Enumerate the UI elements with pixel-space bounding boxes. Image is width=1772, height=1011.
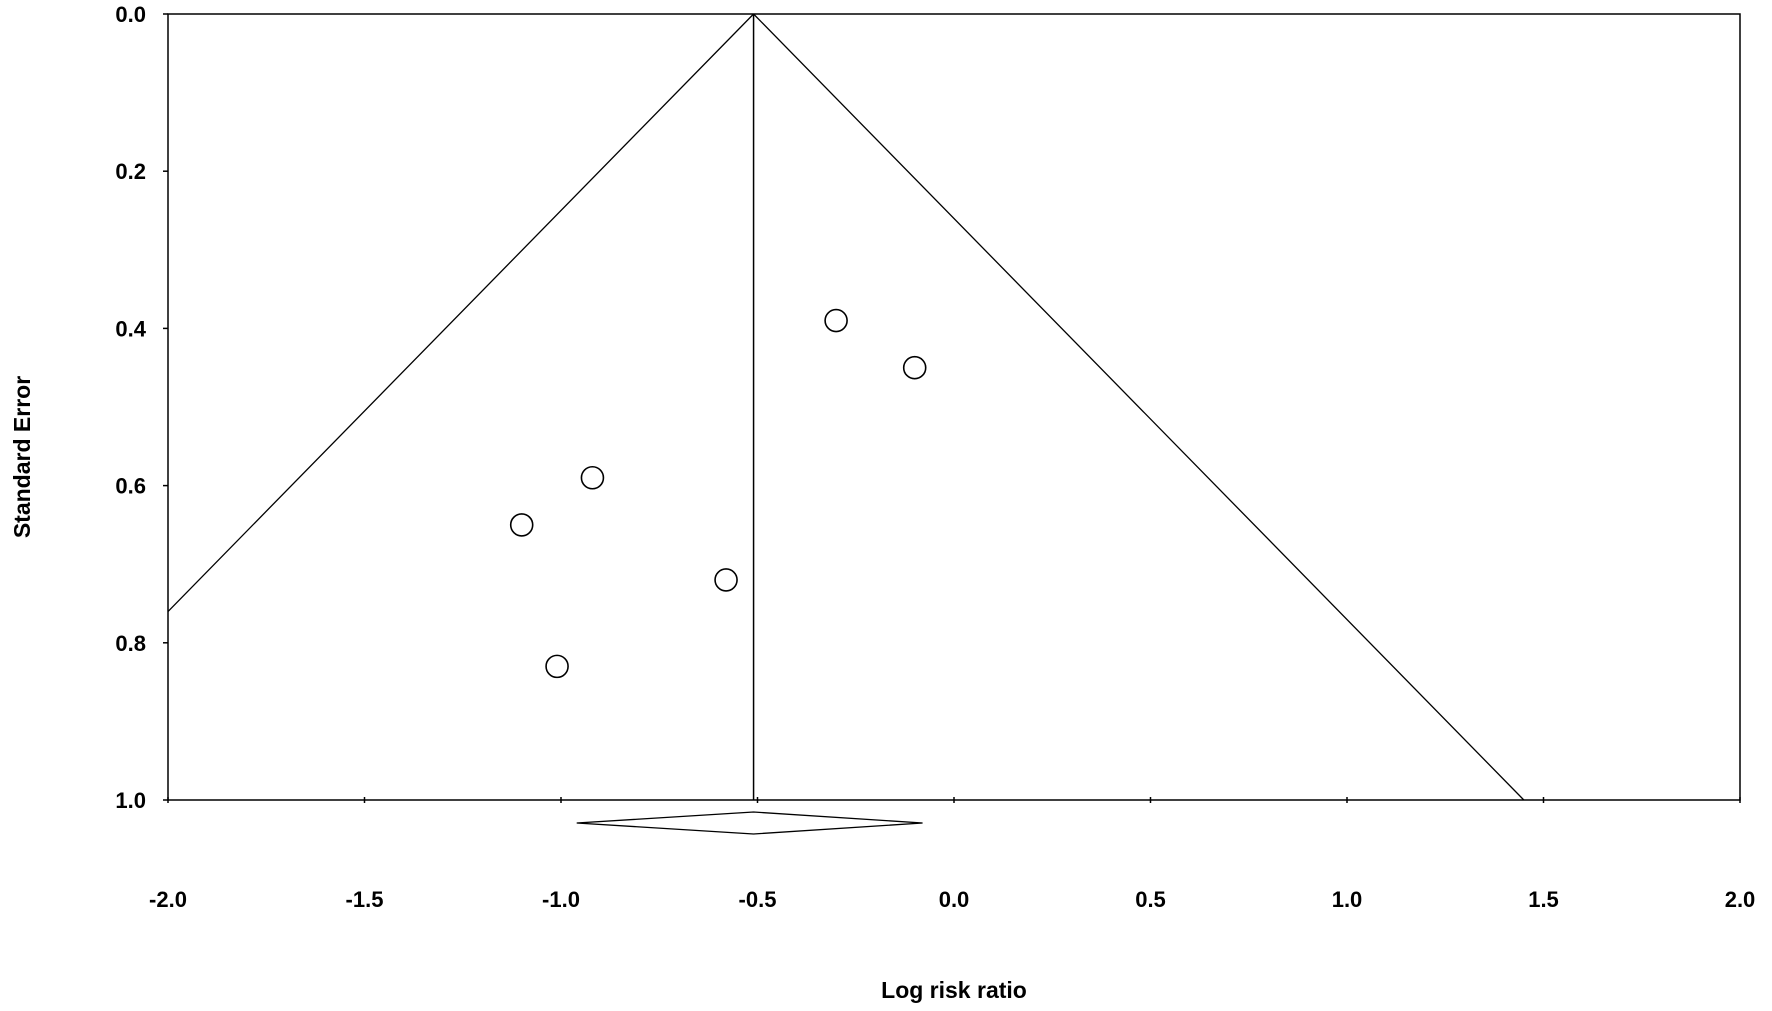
study-points xyxy=(509,308,927,679)
x-tick-label: 1.0 xyxy=(1332,887,1363,912)
x-tick-label: 0.5 xyxy=(1135,887,1166,912)
x-tick-label: 1.5 xyxy=(1528,887,1559,912)
study-point xyxy=(509,513,534,537)
x-tick-label: -0.5 xyxy=(739,887,777,912)
funnel-left-line xyxy=(167,13,755,612)
y-axis-ticks: 0.0 0.2 0.4 0.6 0.8 1.0 xyxy=(115,2,168,813)
y-tick-label: 0.2 xyxy=(115,159,146,184)
funnel-right-line xyxy=(753,13,1525,801)
x-axis-title: Log risk ratio xyxy=(881,977,1027,1003)
x-axis-ticks: -2.0 -1.5 -1.0 -0.5 0.0 0.5 1.0 1.5 2.0 xyxy=(149,797,1755,912)
x-tick-label: -1.0 xyxy=(542,887,580,912)
y-axis-title: Standard Error xyxy=(9,376,35,538)
y-tick-label: 0.0 xyxy=(115,2,146,27)
x-tick-label: -1.5 xyxy=(346,887,384,912)
study-point xyxy=(824,308,848,333)
plot-frame xyxy=(167,13,1741,801)
summary-diamond xyxy=(576,811,923,835)
x-tick-label: -2.0 xyxy=(149,887,187,912)
study-point xyxy=(714,568,738,592)
y-tick-label: 0.4 xyxy=(115,316,146,341)
study-point xyxy=(545,654,569,679)
x-tick-label: 2.0 xyxy=(1725,887,1756,912)
x-tick-label: 0.0 xyxy=(939,887,970,912)
summary-diamond-group xyxy=(576,811,923,835)
y-tick-label: 0.8 xyxy=(115,631,146,656)
study-point xyxy=(902,355,927,380)
y-tick-label: 1.0 xyxy=(115,788,146,813)
y-tick-label: 0.6 xyxy=(115,474,146,499)
study-point xyxy=(580,465,605,490)
funnel-lines xyxy=(167,13,1525,801)
